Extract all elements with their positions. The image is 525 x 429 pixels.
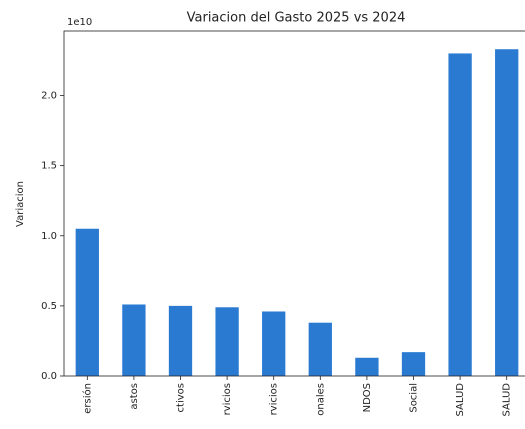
bar [215, 307, 239, 376]
y-tick-label: 1.5 [41, 161, 57, 172]
x-tick-label: Social [409, 383, 420, 413]
x-tick-label: ctivos [176, 383, 187, 412]
bar [262, 311, 286, 376]
y-tick-label: 0.0 [41, 371, 57, 382]
x-tick-label: ersión [81, 383, 93, 414]
axes-frame [63, 30, 525, 377]
x-tick-label: rvicios [269, 383, 280, 415]
bar [495, 49, 519, 376]
bar [168, 305, 193, 376]
chart-title: Variacion del Gasto 2025 vs 2024 [187, 11, 406, 26]
y-axis-label: Variacion [15, 181, 26, 227]
y-tick-label: 2.0 [41, 91, 57, 102]
bar [308, 322, 332, 376]
x-tick-label: SALUD [455, 383, 466, 417]
bar [355, 357, 379, 376]
bar [448, 53, 472, 376]
y-tick-label: 0.5 [41, 301, 57, 312]
x-tick-label: rvicios [222, 383, 233, 415]
x-tick-label: onales [315, 383, 326, 416]
x-tick-label: NDOS [362, 383, 373, 412]
y-offset-label: 1e10 [67, 17, 92, 28]
bar [122, 304, 146, 376]
bar [75, 228, 99, 376]
x-tick-label: SALUD [502, 383, 513, 417]
bar [401, 352, 426, 376]
x-tick-label: astos [129, 383, 140, 410]
y-tick-label: 1.0 [41, 231, 57, 242]
